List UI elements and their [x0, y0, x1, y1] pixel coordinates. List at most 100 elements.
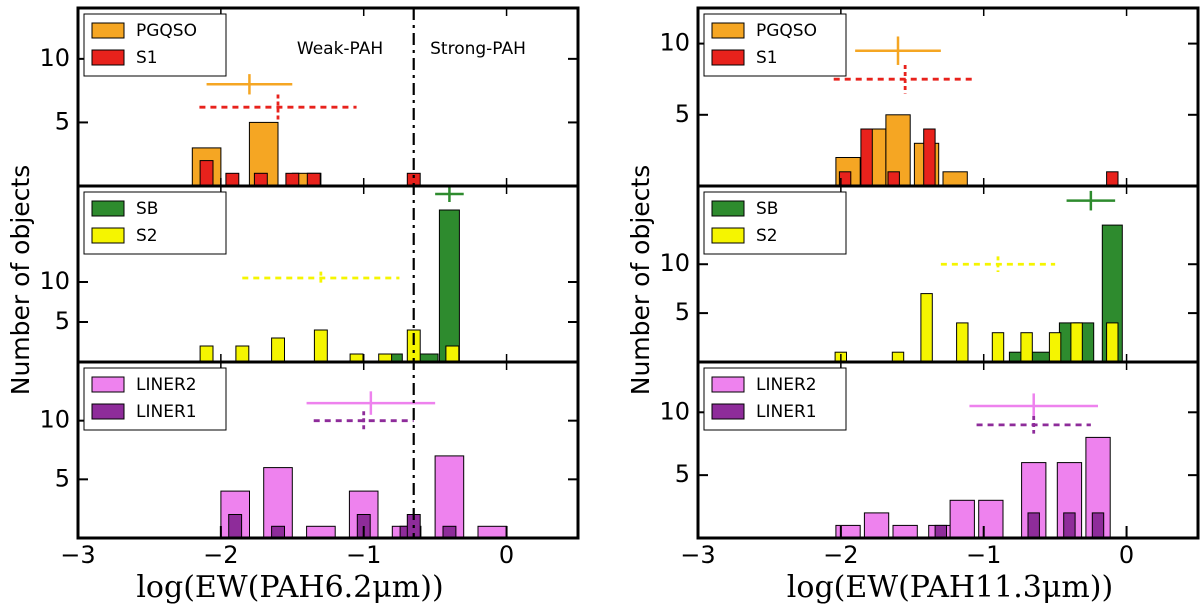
legend-swatch-s2 — [91, 227, 125, 244]
bar-s1 — [887, 171, 900, 187]
bar-s1 — [225, 172, 240, 187]
bar-liner1 — [934, 524, 947, 539]
weak-pah-label: Weak-PAH — [297, 39, 383, 59]
legend-swatch-s1 — [711, 49, 745, 66]
x-tick-label: 0 — [1119, 541, 1134, 569]
x-tick-label: −1 — [346, 541, 381, 569]
bar-s1 — [285, 172, 300, 187]
bar-s1 — [306, 172, 321, 187]
legend-swatch-sb — [711, 200, 745, 217]
legend-swatch-liner1 — [91, 403, 125, 420]
bar-s1 — [253, 172, 268, 187]
bar-liner2 — [477, 525, 508, 539]
legend-label-liner2: LINER2 — [756, 375, 817, 395]
legend: SB S2 — [83, 191, 227, 255]
legend-swatch-sb — [91, 200, 125, 217]
bar-s1 — [860, 128, 873, 187]
y-tick-label: 10 — [659, 249, 690, 277]
bar-s2 — [956, 322, 969, 363]
x-tick-label: −2 — [203, 541, 238, 569]
bar-liner1 — [1027, 512, 1040, 539]
y-axis-label-right: Number of objects — [626, 165, 655, 395]
bar-s2 — [313, 329, 328, 363]
legend-label-sb: SB — [136, 199, 158, 219]
strong-pah-label: Strong-PAH — [430, 39, 526, 59]
bar-s2 — [1048, 332, 1062, 363]
bar-liner2 — [434, 455, 465, 539]
bar-liner2 — [978, 499, 1004, 539]
legend-swatch-pgqso — [711, 22, 745, 39]
x-tick-label: 0 — [499, 541, 514, 569]
y-tick-label: 5 — [55, 464, 70, 492]
y-axis-label-left: Number of objects — [6, 165, 35, 395]
bar-liner1 — [1063, 512, 1076, 539]
panel-frame — [696, 360, 1200, 540]
legend-label-s2: S2 — [756, 226, 778, 246]
legend: PGQSO S1 — [703, 13, 847, 77]
bar-s2 — [1020, 332, 1033, 363]
chart-2: 5 10 PGQSO S1 5 10 SB S2 5 10 LINER2 LINER1 −3 −2 −1 0 — [659, 6, 1200, 569]
y-tick-label: 10 — [39, 267, 70, 295]
legend-swatch-liner1 — [711, 403, 745, 420]
legend-label-liner1: LINER1 — [756, 402, 817, 422]
legend-label-s1: S1 — [756, 48, 778, 68]
bar-liner1 — [442, 525, 457, 539]
x-tick-label: −3 — [680, 541, 715, 569]
y-tick-label: 5 — [675, 100, 690, 128]
legend-label-s1: S1 — [136, 48, 158, 68]
y-tick-label: 5 — [55, 107, 70, 135]
chart-2-panel-2: 5 10 SB S2 — [659, 184, 1200, 364]
legend-swatch-s1 — [91, 49, 125, 66]
bar-s2 — [199, 345, 214, 363]
bar-liner2 — [863, 512, 890, 539]
bar-s1 — [199, 160, 214, 187]
chart-2-panel-3: 5 10 LINER2 LINER1 — [659, 360, 1200, 540]
bar-pgqso — [942, 171, 968, 187]
bar-liner2 — [306, 525, 336, 539]
legend-swatch-liner2 — [91, 376, 125, 393]
chart-2-panel-1: 5 10 PGQSO S1 — [659, 6, 1200, 188]
bar-liner1 — [228, 514, 243, 539]
bar-liner1 — [271, 525, 286, 539]
legend: SB S2 — [703, 191, 847, 255]
y-tick-label: 10 — [39, 44, 70, 72]
y-tick-label: 5 — [675, 460, 690, 488]
legend-label-liner1: LINER1 — [136, 402, 197, 422]
legend-label-liner2: LINER2 — [136, 375, 197, 395]
bar-liner2 — [892, 524, 918, 539]
chart-1-panel-1: 5 10 PGQSO S1 — [39, 6, 580, 188]
y-tick-label: 10 — [659, 29, 690, 57]
bar-sb — [438, 209, 460, 363]
bar-s2 — [445, 345, 460, 363]
legend-swatch-liner2 — [711, 376, 745, 393]
legend: PGQSO S1 — [83, 13, 227, 77]
x-tick-label: −3 — [60, 541, 95, 569]
x-tick-label: −1 — [966, 541, 1001, 569]
bar-s2 — [920, 293, 933, 363]
y-tick-label: 5 — [675, 298, 690, 326]
bar-s1 — [923, 128, 936, 187]
legend-label-sb: SB — [756, 199, 778, 219]
legend-label-s2: S2 — [136, 226, 158, 246]
chart-1-panel-3: 5 10 LINER2 LINER1 — [39, 360, 580, 540]
bar-liner2 — [949, 499, 975, 539]
y-tick-label: 5 — [55, 307, 70, 335]
panel-frame — [76, 360, 580, 540]
x-tick-label: −2 — [823, 541, 858, 569]
legend-label-pgqso: PGQSO — [136, 21, 197, 41]
bar-liner1 — [1091, 512, 1105, 539]
legend: LINER2 LINER1 — [83, 367, 227, 431]
y-tick-label: 10 — [659, 397, 690, 425]
legend: LINER2 LINER1 — [703, 367, 847, 431]
legend-swatch-pgqso — [91, 22, 125, 39]
bar-s1 — [1106, 171, 1119, 187]
bar-s2 — [1106, 322, 1119, 363]
legend-label-pgqso: PGQSO — [756, 21, 817, 41]
bar-s2 — [271, 337, 286, 363]
bar-liner2 — [835, 524, 861, 539]
chart-1-panel-2: 5 10 SB S2 — [39, 184, 580, 364]
y-tick-label: 10 — [39, 406, 70, 434]
chart-1: 5 10 PGQSO S1 5 10 SB S2 5 10 LINER2 LINER1 −3 −2 −1 0 — [39, 6, 580, 569]
